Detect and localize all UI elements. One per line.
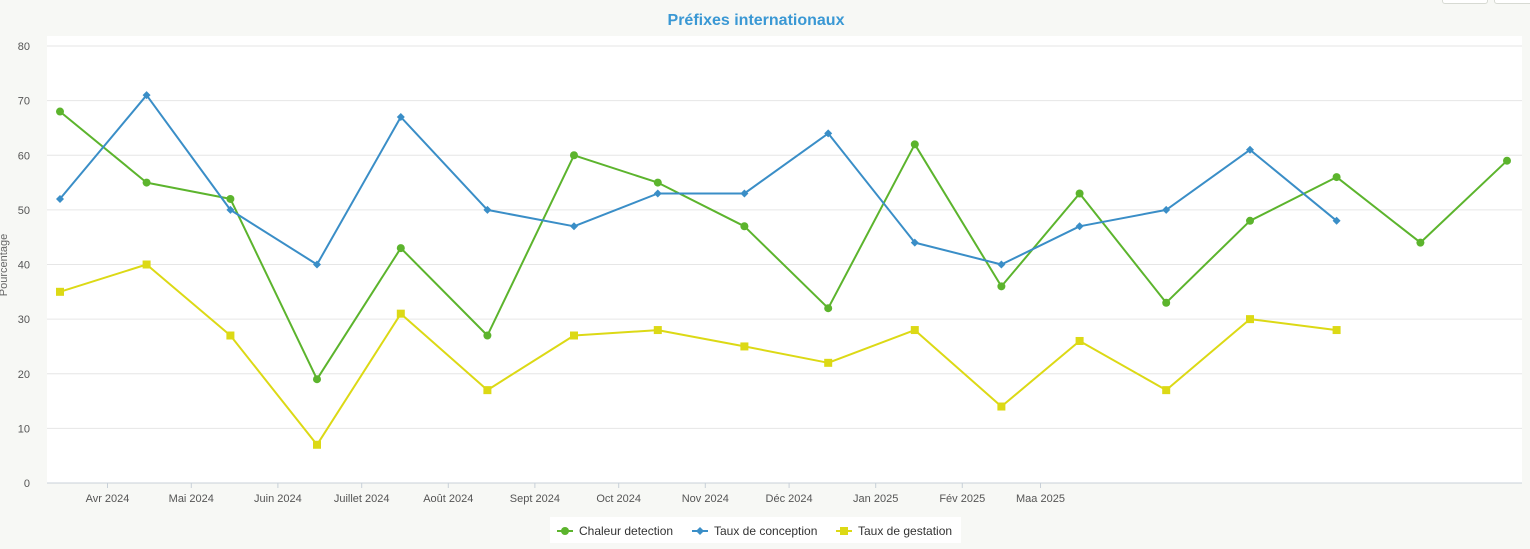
data-point-circle[interactable] — [997, 282, 1006, 291]
plot-background — [47, 36, 1522, 483]
x-tick-label: Maa 2025 — [1016, 493, 1065, 505]
data-point-circle — [561, 527, 569, 535]
data-point-diamond[interactable] — [312, 260, 321, 269]
legend: Chaleur detection Taux de conception Taux … — [550, 517, 961, 543]
data-point-diamond[interactable] — [824, 129, 833, 138]
data-point-square[interactable] — [483, 386, 492, 395]
y-tick-label: 40 — [18, 260, 30, 272]
x-tick-label: Mai 2024 — [169, 493, 214, 505]
data-point-circle[interactable] — [910, 140, 919, 149]
legend-item[interactable]: Chaleur detection — [557, 524, 673, 538]
y-tick-label: 0 — [24, 478, 30, 490]
series-chaleur-detection — [56, 107, 1511, 384]
data-point-diamond[interactable] — [142, 91, 151, 100]
data-point-square[interactable] — [1075, 336, 1084, 345]
data-point-circle[interactable] — [653, 178, 662, 187]
data-point-square[interactable] — [740, 342, 749, 351]
data-point-circle[interactable] — [1246, 216, 1255, 225]
legend-label: Taux de gestation — [858, 524, 952, 538]
data-point-diamond[interactable] — [653, 189, 662, 198]
data-point-diamond[interactable] — [1332, 216, 1341, 225]
data-point-diamond[interactable] — [226, 205, 235, 214]
legend-item[interactable]: Taux de conception — [692, 524, 817, 538]
x-tick-label: Juin 2024 — [254, 493, 302, 505]
data-point-diamond[interactable] — [1162, 205, 1171, 214]
data-point-square[interactable] — [1332, 326, 1341, 335]
series-taux-de-gestation — [56, 260, 1341, 449]
x-tick-label: Oct 2024 — [596, 493, 641, 505]
legend-box — [550, 517, 961, 543]
data-point-square[interactable] — [997, 402, 1006, 411]
data-point-circle[interactable] — [396, 244, 405, 253]
series-taux-de-conception — [56, 91, 1341, 269]
data-point-diamond[interactable] — [569, 222, 578, 231]
data-point-circle[interactable] — [569, 151, 578, 160]
series-line — [59, 110, 1508, 381]
data-point-circle[interactable] — [1416, 238, 1425, 247]
data-point-circle[interactable] — [142, 178, 151, 187]
data-point-circle[interactable] — [1075, 189, 1084, 198]
chart-title: Préfixes internationaux — [668, 12, 845, 29]
data-point-diamond[interactable] — [483, 205, 492, 214]
data-point-square[interactable] — [569, 331, 578, 340]
series-line — [59, 94, 1338, 266]
data-point-circle[interactable] — [1332, 173, 1341, 182]
data-point-diamond[interactable] — [740, 189, 749, 198]
x-axis: Avr 2024 Mai 2024 Juin 2024 Juillet 2024 Aoû… — [47, 482, 1522, 505]
x-tick-label: Fév 2025 — [939, 493, 985, 505]
data-point-square[interactable] — [142, 260, 151, 269]
x-tick-label: Déc 2024 — [766, 493, 813, 505]
legend-item[interactable]: Taux de gestation — [836, 524, 952, 538]
series-group — [56, 91, 1511, 449]
data-point-diamond[interactable] — [56, 194, 64, 203]
x-tick-label: Jan 2025 — [853, 493, 898, 505]
data-point-circle[interactable] — [312, 375, 321, 384]
y-axis: 0 10 20 30 40 50 60 70 80 — [18, 41, 30, 490]
top-tab-stub-right[interactable] — [1494, 0, 1530, 4]
data-point-square[interactable] — [910, 326, 919, 335]
data-point-square[interactable] — [653, 326, 662, 335]
data-point-diamond[interactable] — [997, 260, 1006, 269]
top-tab-stub-left[interactable] — [1442, 0, 1488, 4]
data-point-diamond — [696, 527, 704, 535]
data-point-diamond[interactable] — [396, 113, 405, 122]
data-point-square[interactable] — [1246, 315, 1255, 324]
data-point-circle[interactable] — [1503, 156, 1511, 165]
y-tick-label: 10 — [18, 423, 30, 435]
data-point-circle[interactable] — [824, 304, 833, 313]
data-point-circle[interactable] — [226, 194, 235, 203]
y-tick-label: 70 — [18, 96, 30, 108]
data-point-square[interactable] — [56, 287, 64, 296]
legend-label: Chaleur detection — [579, 524, 673, 538]
data-point-diamond[interactable] — [1075, 222, 1084, 231]
x-tick-label: Août 2024 — [423, 493, 473, 505]
x-tick-label: Sept 2024 — [510, 493, 560, 505]
data-point-square[interactable] — [396, 309, 405, 318]
data-point-square[interactable] — [226, 331, 235, 340]
y-tick-label: 20 — [18, 369, 30, 381]
data-point-diamond[interactable] — [910, 238, 919, 247]
y-tick-label: 60 — [18, 150, 30, 162]
y-axis-label: Pourcentage — [0, 234, 10, 296]
data-point-circle[interactable] — [1162, 298, 1171, 307]
x-tick-label: Juillet 2024 — [334, 493, 390, 505]
data-point-square — [840, 527, 848, 535]
data-point-circle[interactable] — [740, 222, 749, 231]
series-line — [59, 263, 1337, 446]
y-tick-label: 30 — [18, 314, 30, 326]
x-tick-label: Avr 2024 — [86, 493, 130, 505]
data-point-circle[interactable] — [56, 107, 64, 116]
data-point-square[interactable] — [1162, 386, 1171, 395]
data-point-square[interactable] — [824, 358, 833, 367]
data-point-square[interactable] — [312, 440, 321, 449]
data-point-diamond[interactable] — [1246, 145, 1255, 154]
y-tick-label: 50 — [18, 205, 30, 217]
y-tick-label: 80 — [18, 41, 30, 53]
x-tick-label: Nov 2024 — [682, 493, 729, 505]
legend-label: Taux de conception — [714, 524, 817, 538]
data-point-circle[interactable] — [483, 331, 492, 340]
